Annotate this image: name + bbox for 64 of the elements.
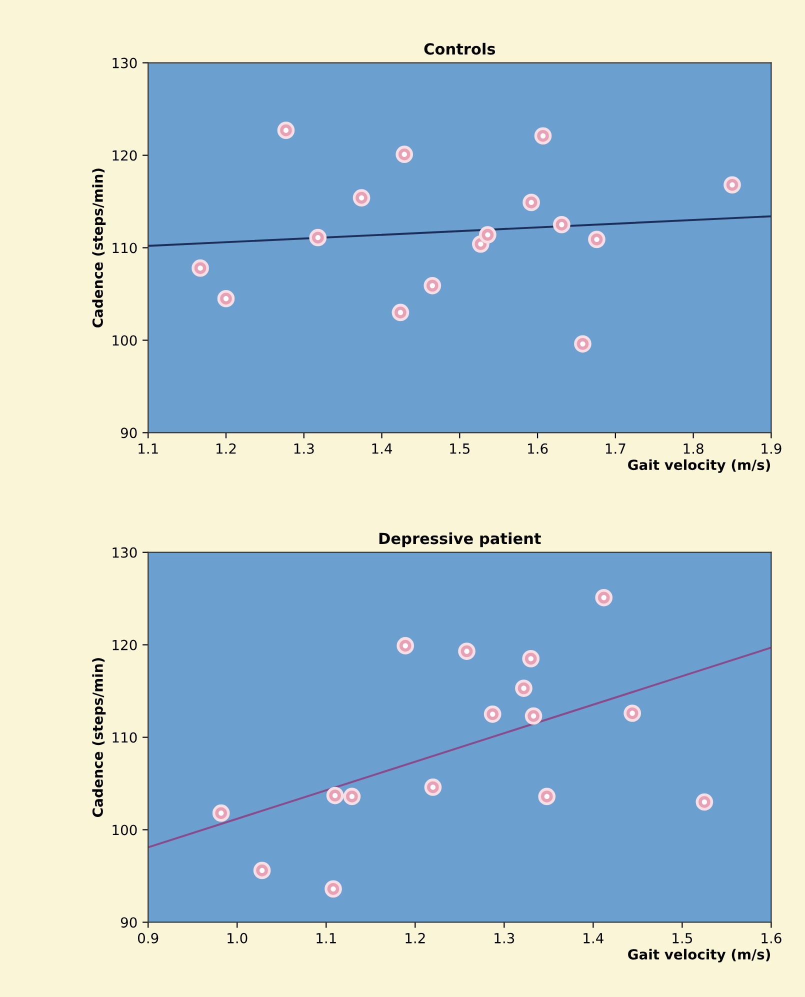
point	[524, 707, 542, 725]
point	[538, 788, 556, 806]
x-tick-label: 1.7	[606, 444, 626, 454]
x-tick-label: 1.5	[450, 444, 470, 454]
y-tick-label: 120	[112, 640, 137, 650]
y-axis-title: Cadence (steps/min)	[92, 658, 106, 817]
point	[212, 804, 230, 822]
y-tick-label: 130	[112, 58, 137, 68]
point	[724, 176, 741, 194]
point	[522, 650, 540, 668]
point	[309, 228, 327, 246]
point	[217, 290, 235, 308]
x-tick-label: 1.4	[584, 933, 604, 944]
x-tick-label: 1.1	[138, 444, 158, 454]
point	[696, 793, 714, 811]
point	[515, 680, 532, 697]
x-tick-label: 1.6	[528, 443, 548, 454]
y-tick-label: 90	[120, 428, 137, 438]
x-tick-label: 1.0	[228, 932, 248, 944]
point	[326, 786, 344, 804]
point	[396, 146, 414, 164]
point	[522, 194, 540, 212]
point	[343, 788, 361, 806]
x-tick-label: 1.8	[684, 443, 704, 454]
chart-title: Controls	[424, 42, 496, 55]
x-axis-title: Gait velocity (m/s)	[628, 459, 770, 473]
x-tick-label: 1.2	[216, 443, 236, 454]
point	[574, 335, 592, 353]
point	[192, 259, 209, 277]
x-tick-label: 1.3	[294, 443, 314, 454]
point	[324, 880, 342, 898]
x-axis-title: Gait velocity (m/s)	[628, 948, 770, 962]
y-axis-title: Cadence (steps/min)	[92, 168, 106, 328]
point	[392, 304, 410, 322]
point	[534, 127, 552, 145]
y-tick-label: 100	[112, 824, 137, 836]
x-tick-label: 1.3	[494, 932, 514, 944]
x-tick-label: 1.6	[762, 932, 782, 944]
y-tick-label: 120	[112, 150, 137, 161]
point	[624, 704, 642, 722]
point	[553, 216, 570, 234]
y-tick-label: 110	[112, 732, 137, 743]
chart-title: Depressive patient	[379, 532, 541, 548]
point	[277, 122, 295, 139]
y-tick-label: 110	[112, 242, 137, 254]
y-tick-label: 130	[112, 547, 137, 558]
x-tick-label: 1.5	[672, 933, 692, 944]
point	[396, 637, 414, 654]
point	[352, 189, 370, 206]
point	[484, 705, 502, 723]
y-tick-label: 100	[112, 335, 137, 346]
point	[458, 642, 476, 660]
x-tick-label: 1.9	[762, 443, 782, 454]
point	[424, 778, 442, 796]
point	[253, 862, 271, 880]
x-tick-label: 1.4	[372, 444, 392, 454]
point	[595, 588, 613, 606]
x-tick-label: 1.1	[316, 933, 336, 944]
point	[588, 230, 606, 248]
x-tick-label: 1.2	[406, 932, 425, 944]
point	[479, 226, 496, 244]
x-tick-label: 0.9	[138, 932, 158, 944]
point	[424, 276, 442, 294]
y-tick-label: 90	[120, 917, 137, 928]
